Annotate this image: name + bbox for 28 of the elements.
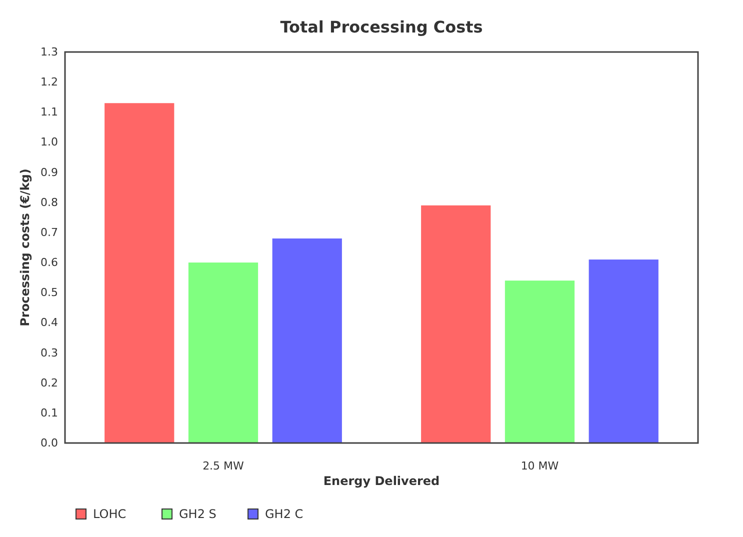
y-tick-label: 0.7 bbox=[40, 226, 58, 239]
bar bbox=[588, 260, 658, 443]
y-tick-label: 1.2 bbox=[40, 76, 58, 89]
legend-label: LOHC bbox=[93, 507, 126, 521]
bar bbox=[104, 103, 174, 443]
y-tick-label: 0.9 bbox=[40, 166, 58, 179]
x-tick-label: 2.5 MW bbox=[202, 460, 244, 472]
legend-label: GH2 S bbox=[179, 507, 216, 521]
y-tick-label: 0.1 bbox=[40, 406, 58, 420]
chart-title: Total Processing Costs bbox=[280, 18, 483, 36]
y-tick-label: 1.3 bbox=[40, 46, 58, 58]
y-tick-label: 0.6 bbox=[40, 256, 58, 270]
y-axis-title: Processing costs (€/kg) bbox=[18, 168, 32, 326]
y-tick-label: 0.3 bbox=[40, 346, 58, 360]
y-tick-label: 0.2 bbox=[40, 376, 58, 390]
legend-label: GH2 C bbox=[265, 507, 304, 521]
bar bbox=[272, 238, 342, 443]
bar bbox=[504, 280, 575, 443]
bar bbox=[421, 205, 491, 443]
y-tick-label: 0.5 bbox=[40, 286, 58, 300]
y-tick-label: 1.1 bbox=[40, 106, 58, 119]
y-tick-label: 0.8 bbox=[40, 196, 58, 209]
x-tick-label: 10 MW bbox=[520, 460, 559, 472]
bar bbox=[188, 262, 258, 443]
y-tick-label: 1.0 bbox=[40, 136, 58, 149]
y-tick-label: 0.0 bbox=[40, 436, 58, 450]
y-tick-label: 0.4 bbox=[40, 316, 58, 330]
x-axis-title: Energy Delivered bbox=[323, 474, 440, 488]
